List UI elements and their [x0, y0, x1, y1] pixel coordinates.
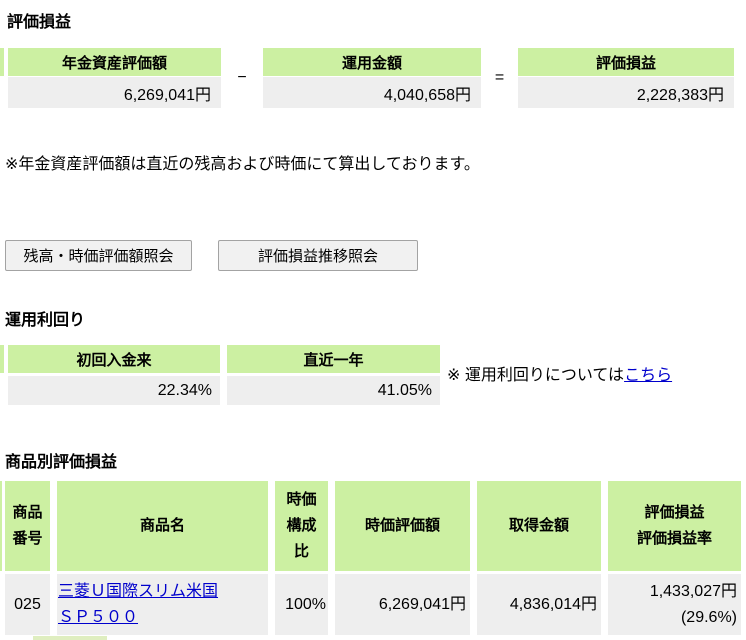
yield-note: ※ 運用利回りについてはこちら — [447, 361, 672, 385]
gain-loss-box: 評価損益 2,228,383円 — [518, 48, 734, 108]
col-header-market-ratio: 時価 構成 比 — [275, 481, 328, 571]
col-header-acquisition-amount: 取得金額 — [477, 481, 601, 571]
gain-loss-trend-inquiry-button[interactable]: 評価損益推移照会 — [218, 240, 418, 271]
yield-last-year-value: 41.05% — [227, 376, 440, 405]
gain-loss-label: 評価損益 — [518, 48, 734, 76]
section-title-yield: 運用利回り — [5, 312, 86, 329]
acquisition-amount-cell: 4,836,014円 — [477, 574, 601, 635]
cropped-cell-sliver — [0, 48, 4, 76]
kochira-link[interactable]: こちら — [624, 367, 673, 384]
yield-last-year-label: 直近一年 — [227, 345, 440, 373]
product-number-cell: 025 — [5, 574, 50, 635]
yield-last-year-box: 直近一年 41.05% — [227, 345, 440, 405]
equals-operator: = — [494, 69, 505, 86]
pension-asset-label: 年金資産評価額 — [8, 48, 221, 76]
pension-asset-box: 年金資産評価額 6,269,041円 — [8, 48, 221, 108]
yield-note-text: ※ 運用利回りについては — [447, 367, 625, 384]
cropped-cell-sliver — [0, 481, 2, 571]
invested-amount-box: 運用金額 4,040,658円 — [263, 48, 481, 108]
gain-loss-value: 2,228,383円 — [518, 77, 734, 108]
cropped-cell-sliver — [0, 345, 4, 373]
col-header-gain-loss-rate: 評価損益 評価損益率 — [608, 481, 741, 571]
product-name-link[interactable]: 三菱Ｕ国際スリム米国 ＳＰ５００ — [58, 582, 219, 626]
col-header-market-value: 時価評価額 — [335, 481, 470, 571]
balance-market-value-inquiry-button[interactable]: 残高・時価評価額照会 — [5, 240, 192, 271]
yield-since-first-deposit-value: 22.34% — [8, 376, 220, 405]
section-title-product-gain-loss: 商品別評価損益 — [5, 454, 118, 471]
yield-since-first-deposit-box: 初回入金来 22.34% — [8, 345, 220, 405]
section-title-valuation: 評価損益 — [7, 14, 72, 31]
cut-off-next-element-strip — [33, 636, 107, 640]
col-header-product-number: 商品 番号 — [5, 481, 50, 571]
pension-asset-value: 6,269,041円 — [8, 77, 221, 108]
market-value-cell: 6,269,041円 — [335, 574, 470, 635]
gain-loss-rate-cell: 1,433,027円 (29.6%) — [608, 574, 741, 635]
product-name-cell: 三菱Ｕ国際スリム米国 ＳＰ５００ — [57, 574, 268, 635]
yield-since-first-deposit-label: 初回入金来 — [8, 345, 220, 373]
market-ratio-cell: 100% — [275, 574, 328, 635]
col-header-product-name: 商品名 — [57, 481, 268, 571]
valuation-note: ※年金資産評価額は直近の残高および時価にて算出しております。 — [5, 156, 480, 173]
minus-operator: − — [237, 69, 247, 86]
invested-amount-value: 4,040,658円 — [263, 77, 481, 108]
invested-amount-label: 運用金額 — [263, 48, 481, 76]
